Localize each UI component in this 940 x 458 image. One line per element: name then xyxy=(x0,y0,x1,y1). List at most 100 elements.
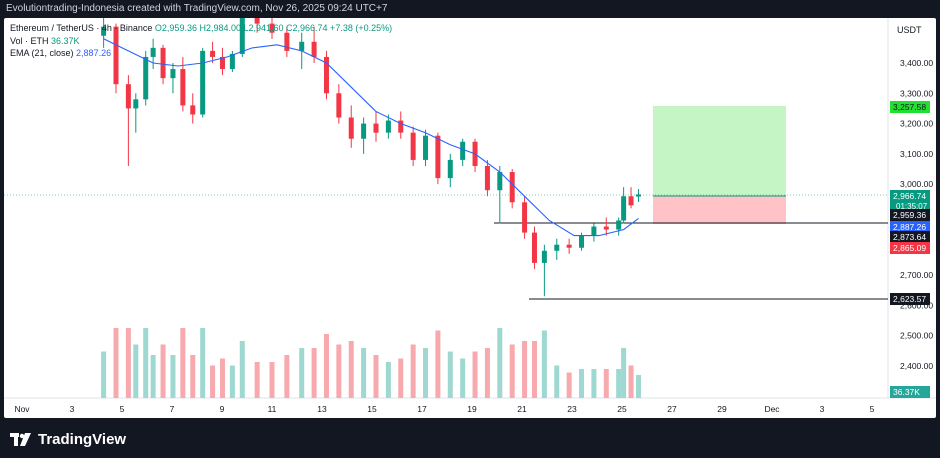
time-tick-label: 19 xyxy=(467,404,477,414)
volume-bar xyxy=(373,355,379,398)
time-axis-ticks: Nov 3 5 7 9 11 13 15 17 19 21 23 25 27 29 Dec 3 5 xyxy=(14,404,874,414)
volume-bar xyxy=(541,330,547,398)
chart-caption: Evolutiontrading-Indonesia created with … xyxy=(0,0,940,18)
volume-bar xyxy=(269,362,275,398)
candle-down xyxy=(531,232,537,263)
price-axis-unit: USDT xyxy=(897,25,922,35)
legend-ema-value: 2,887.26 xyxy=(76,48,112,58)
long-position-tool xyxy=(653,106,786,224)
candle-up xyxy=(150,47,156,57)
candle-down xyxy=(603,226,609,230)
candle-up xyxy=(579,235,585,248)
candles xyxy=(101,8,641,297)
candle-up xyxy=(447,159,453,179)
candle-up xyxy=(541,250,547,263)
time-tick-label: 29 xyxy=(717,404,727,414)
countdown-label: 01:35:07 xyxy=(896,202,928,211)
candle-up xyxy=(423,135,429,160)
volume-bar xyxy=(101,351,107,398)
candle-down xyxy=(284,32,290,51)
time-tick-label: 17 xyxy=(417,404,427,414)
candle-down xyxy=(190,105,196,115)
level-a-label: 2,873.64 xyxy=(893,232,926,242)
stop-zone xyxy=(653,196,786,224)
legend-volume-row: Vol · ETH 36.37K xyxy=(10,35,392,48)
time-tick-label: 23 xyxy=(567,404,577,414)
price-labels: 3,257.58 2,966.74 01:35:07 2,959.36 2,88… xyxy=(890,101,930,398)
price-tick-label: 3,000.00 xyxy=(900,179,933,189)
volume-bar xyxy=(323,334,329,398)
low-label: 2,623.57 xyxy=(893,294,926,304)
volume-bar xyxy=(423,348,429,398)
price-tick-label: 2,400.00 xyxy=(900,361,933,371)
volume-bar xyxy=(522,341,528,398)
candle-down xyxy=(311,41,317,57)
volume-bar xyxy=(113,328,119,398)
tradingview-mark-icon xyxy=(10,432,31,446)
volume-bar xyxy=(210,365,216,398)
candle-up xyxy=(497,172,503,191)
volume-bar xyxy=(180,328,186,398)
footer-bar xyxy=(0,418,940,458)
ema-label-box xyxy=(890,221,930,233)
volume-bar xyxy=(348,341,354,398)
volume-bar xyxy=(398,358,404,398)
candle-down xyxy=(219,56,225,70)
candle-up xyxy=(635,194,641,197)
legend-symbol[interactable]: Ethereum / TetherUS · 4h · Binance xyxy=(10,23,153,33)
candle-down xyxy=(113,26,119,85)
volume-bar xyxy=(621,348,627,398)
candle-up xyxy=(361,123,367,139)
candle-down xyxy=(628,196,634,206)
volume-bar xyxy=(284,355,290,398)
candle-down xyxy=(509,172,515,203)
level-a-label-box xyxy=(890,231,930,243)
volume-bar xyxy=(435,330,441,398)
volume-bar xyxy=(484,348,490,398)
legend-ema-row: EMA (21, close) 2,887.26 xyxy=(10,47,392,60)
target-label-box xyxy=(890,101,930,113)
entry-label-box xyxy=(890,209,930,221)
ema-line xyxy=(103,38,639,237)
volume-label: 36.37K xyxy=(893,387,920,397)
legend-ema-label[interactable]: EMA (21, close) xyxy=(10,48,74,58)
volume-bar xyxy=(616,369,622,398)
time-tick-label: Dec xyxy=(764,404,780,414)
candle-up xyxy=(101,26,107,36)
time-tick-label: 5 xyxy=(120,404,125,414)
time-tick-label: 3 xyxy=(70,404,75,414)
price-tick-label: 3,200.00 xyxy=(900,119,933,129)
volume-bar xyxy=(579,369,585,398)
legend-volume-label[interactable]: Vol · ETH xyxy=(10,35,49,46)
time-tick-label: 3 xyxy=(820,404,825,414)
candle-down xyxy=(410,132,416,160)
volume-bar xyxy=(190,355,196,398)
volume-bar xyxy=(554,365,560,398)
candle-down xyxy=(484,165,490,191)
volume-label-box xyxy=(890,386,930,398)
low-label-box xyxy=(890,293,930,305)
chart-panel[interactable]: USDT 3,400.00 3,300.00 3,200.00 3,100.00 3,0… xyxy=(4,8,936,418)
price-chart[interactable]: USDT 3,400.00 3,300.00 3,200.00 3,100.00 3,0… xyxy=(4,8,936,418)
volume-bar xyxy=(447,351,453,398)
volume-bar xyxy=(229,365,235,398)
volume-bar xyxy=(509,344,515,398)
candle-down xyxy=(348,117,354,139)
volume-bar xyxy=(311,348,317,398)
candle-up xyxy=(554,244,560,251)
target-zone xyxy=(653,106,786,196)
legend-volume-value: 36.37K xyxy=(51,35,80,46)
stop-label-box xyxy=(890,242,930,254)
volume-bar xyxy=(472,351,478,398)
time-tick-label: 27 xyxy=(667,404,677,414)
price-tick-label: 2,500.00 xyxy=(900,331,933,341)
tradingview-logo[interactable]: TradingView xyxy=(10,431,126,448)
time-tick-label: 15 xyxy=(367,404,377,414)
volume-bar xyxy=(361,348,367,398)
volume-bar xyxy=(254,362,260,398)
volume-bars xyxy=(101,328,641,398)
volume-bar xyxy=(635,374,641,398)
price-axis-ticks: 3,400.00 3,300.00 3,200.00 3,100.00 3,000.00… xyxy=(900,58,933,371)
price-tick-label: 2,700.00 xyxy=(900,270,933,280)
